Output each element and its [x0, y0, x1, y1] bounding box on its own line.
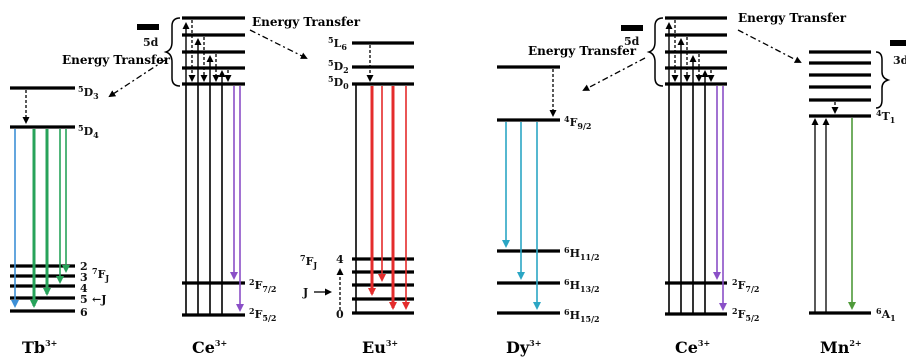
ce1-2f52-label: 2F5/2: [249, 306, 276, 323]
tb-5d4-label: 5D4: [78, 123, 99, 140]
et-label-ce2-to-mn: Energy Transfer: [738, 11, 847, 25]
tb-ion-group: 5D3 5D4 2 3 4 5 6 7FJ ←J Tb3+: [10, 84, 109, 357]
eu-j-label: J: [302, 286, 308, 299]
dy-6h112-label: 6H11/2: [564, 245, 600, 262]
dy-6h132-label: 6H13/2: [564, 277, 600, 294]
tb-5d3-label: 5D3: [78, 84, 99, 101]
ce2-ion-group: 5d 2F7/2 2F5/2 Ce3+ Energy Transfer Ener…: [528, 11, 847, 357]
et-arrow-ce1-to-tb: [108, 59, 166, 98]
dy-ion-label: Dy3+: [506, 338, 541, 357]
ce2-5d-label: 5d: [624, 35, 640, 48]
ce2-brace: [646, 17, 664, 87]
eu-5d2-label: 5D2: [328, 58, 349, 75]
eu-num-4: 4: [336, 253, 344, 266]
mn-3d-band-marker: [890, 40, 906, 46]
ce1-ion-group: 5d 2F7/2 2F5/2 Ce3+ Energy Transfer Ener…: [62, 15, 361, 357]
dy-ion-group: 4F9/2 6H11/2 6H13/2 6H15/2 Dy3+: [497, 65, 600, 357]
eu-5l6-label: 5L6: [328, 35, 347, 52]
ce1-5d-band-marker: [137, 24, 159, 30]
ce2-2f72-label: 2F7/2: [732, 277, 759, 294]
ce2-5d-band-marker: [621, 25, 643, 31]
tb-level-num-4: 4: [80, 282, 88, 295]
et-label-ce1-to-eu: Energy Transfer: [252, 15, 361, 29]
mn-4t1-label: 4T1: [876, 108, 895, 125]
eu-ion-group: 5L6 5D2 5D0 7FJ 4 0 J Eu3+: [300, 35, 414, 357]
tb-j-arrow-label: ←J: [92, 293, 106, 306]
ce2-ion-label: Ce3+: [675, 338, 710, 357]
mn-ion-group: 3d 4T1 6A1 Mn2+: [809, 40, 906, 357]
tb-ion-label: Tb3+: [22, 338, 57, 357]
dy-6h152-label: 6H15/2: [564, 307, 600, 324]
tb-level-num-6: 6: [80, 306, 88, 319]
tb-level-num-2: 2: [80, 260, 88, 273]
dy-4f92-label: 4F9/2: [564, 114, 591, 131]
tb-level-num-5: 5: [80, 293, 88, 306]
ce1-brace: [163, 17, 181, 87]
et-label-ce1-to-tb: Energy Transfer: [62, 53, 171, 67]
mn-brace: [875, 51, 891, 109]
ce1-5d-label: 5d: [143, 36, 159, 49]
mn-ion-label: Mn2+: [820, 338, 862, 357]
tb-level-num-3: 3: [80, 271, 88, 284]
ce1-2f72-label: 2F7/2: [249, 277, 276, 294]
ce2-2f52-label: 2F5/2: [732, 306, 759, 323]
et-arrow-ce1-to-eu: [249, 29, 308, 59]
et-arrow-ce2-to-dy: [582, 57, 646, 91]
tb-7fj-label: 7FJ: [92, 266, 109, 283]
ce1-ion-label: Ce3+: [192, 338, 227, 357]
et-label-ce2-to-dy: Energy Transfer: [528, 44, 637, 58]
eu-5d0-label: 5D0: [328, 74, 349, 91]
eu-num-0: 0: [336, 308, 344, 321]
et-arrow-ce2-to-mn: [737, 29, 802, 63]
mn-6a1-label: 6A1: [876, 306, 896, 323]
eu-ion-label: Eu3+: [362, 338, 398, 357]
mn-3d-label: 3d: [893, 54, 906, 67]
eu-7fj-label: 7FJ: [300, 253, 317, 270]
